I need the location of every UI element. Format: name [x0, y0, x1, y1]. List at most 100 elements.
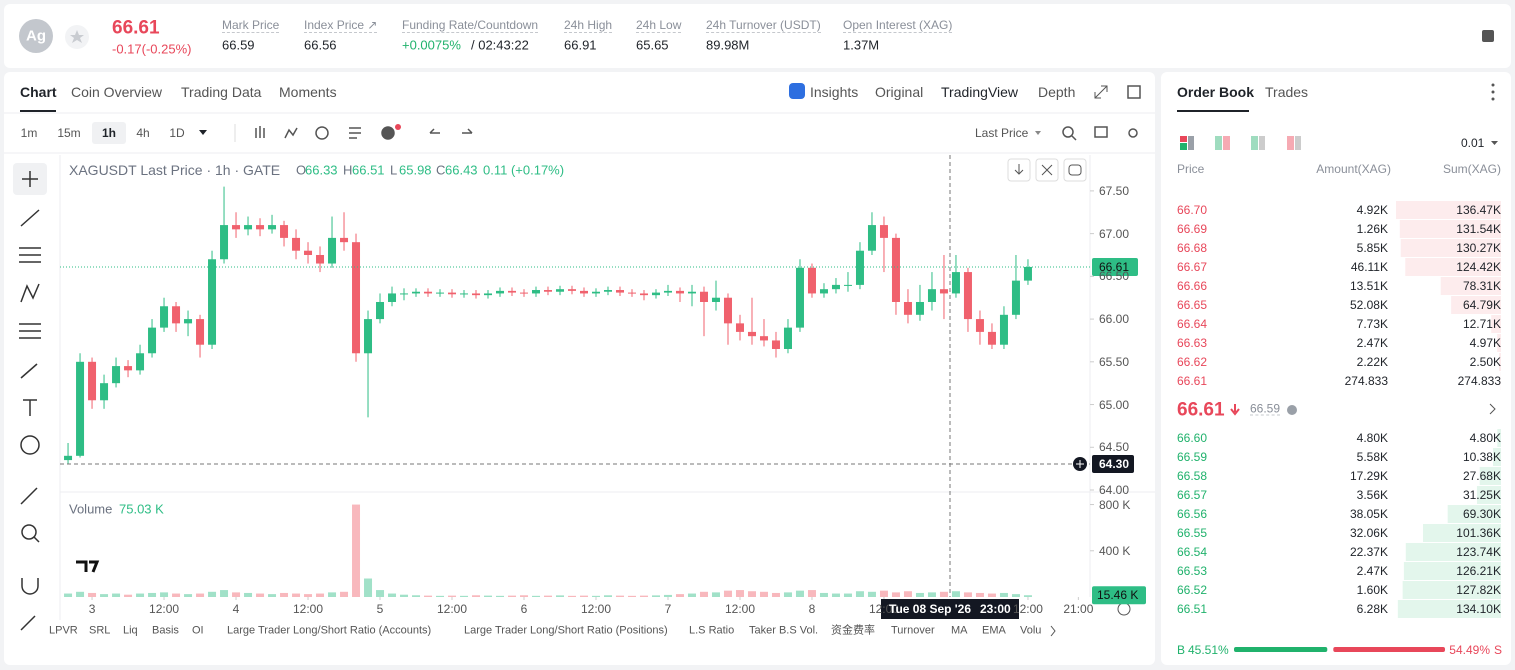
x-tick-label: 12:00 [149, 602, 180, 616]
volume-bar [603, 595, 612, 597]
indicator-tab[interactable]: 资金费率 [831, 624, 875, 637]
candle-body [316, 254, 325, 264]
candle-body [340, 237, 349, 243]
window-icon[interactable] [1127, 85, 1141, 99]
col-sum: Sum(XAG) [1442, 162, 1501, 176]
depth-bar [1405, 543, 1501, 561]
volume-bar [951, 591, 960, 597]
volume-bar [244, 592, 253, 597]
chart-tab[interactable]: Moments [279, 84, 337, 100]
book-amount: 4.80K [1356, 431, 1388, 445]
precision[interactable]: 0.01 [1461, 136, 1485, 150]
candle-body [256, 225, 265, 230]
interval[interactable]: 1D [169, 126, 185, 140]
indicator-tab[interactable]: Turnover [891, 624, 935, 637]
ohlc-label: O [296, 162, 307, 178]
candle-body [568, 289, 577, 291]
dropdown-icon[interactable] [199, 130, 207, 135]
candle-body [556, 289, 565, 292]
indicator-tab[interactable]: MA [951, 624, 968, 637]
layout-icon[interactable] [1482, 30, 1494, 42]
dropdown-icon [1035, 131, 1041, 135]
x-tick-label: 12:00 [436, 602, 468, 616]
x-tick-label: 21:00 [1063, 602, 1094, 616]
y-tick-label: 67.50 [1099, 183, 1130, 198]
coin-symbol: Ag [26, 27, 46, 45]
ohlc-value: 66.43 [445, 162, 478, 178]
insights-icon[interactable] [789, 83, 805, 99]
x-tick-label: 12:00 [293, 602, 324, 616]
volume-bar [843, 593, 852, 597]
indicator-tab[interactable]: Basis [152, 624, 179, 637]
depth-bar [1476, 486, 1501, 504]
indicator-tab[interactable]: Large Trader Long/Short Ratio (Accounts) [227, 624, 432, 637]
sell-label: S [1494, 643, 1503, 657]
candle-body [1023, 266, 1032, 281]
last-price-label: 66.61 [1099, 259, 1130, 274]
stat-value: +0.0075% [402, 37, 461, 53]
buy-label: B [1177, 643, 1186, 657]
view-tab[interactable]: TradingView [941, 84, 1019, 100]
crosshair-hour: 23:00 [980, 602, 1011, 616]
volume-bar [184, 594, 193, 597]
price-source[interactable]: Last Price [975, 126, 1029, 140]
col-price: Price [1177, 162, 1205, 176]
indicator-tab[interactable]: Taker B.S Vol. [749, 624, 819, 637]
candle-body [148, 327, 157, 354]
volume-bar [472, 595, 481, 597]
chart-controls[interactable] [1007, 158, 1131, 637]
candle-body [208, 259, 217, 345]
chart-tab[interactable]: Coin Overview [71, 84, 163, 100]
volume-bar [448, 595, 457, 597]
candle-body [172, 306, 181, 324]
expand-icon[interactable] [1094, 85, 1108, 99]
indicator-tab[interactable]: SRL [89, 624, 111, 637]
view-tab[interactable]: Insights [810, 84, 859, 100]
candle-body [735, 323, 744, 332]
volume-bar [112, 593, 121, 597]
book-sum: 4.80K [1469, 431, 1501, 445]
menu-dot [1491, 97, 1495, 101]
indicator-tab[interactable]: Liq [123, 624, 138, 637]
price-change: -0.17(-0.25%) [112, 41, 192, 57]
view-tab[interactable]: Original [875, 84, 924, 100]
indicator-tab[interactable]: Volu [1020, 624, 1042, 637]
volume-bar [915, 592, 924, 597]
interval[interactable]: 15m [57, 126, 81, 140]
book-layout-icons[interactable] [1180, 136, 1498, 150]
book-price: 66.62 [1177, 355, 1208, 369]
candle-body [544, 290, 553, 292]
book-amount: 1.60K [1356, 583, 1388, 597]
volume-bar [412, 595, 421, 597]
interval[interactable]: 1m [20, 126, 38, 140]
y-tick-label: 66.00 [1099, 312, 1130, 327]
indicator-tab[interactable]: L.S Ratio [689, 624, 735, 637]
book-amount: 22.37K [1349, 545, 1388, 559]
indicator-tab[interactable]: EMA [982, 624, 1006, 637]
volume-bar [400, 594, 409, 597]
chevron[interactable] [1489, 403, 1496, 415]
book-tab[interactable]: Trades [1265, 84, 1309, 100]
toolbar-icons[interactable] [255, 126, 1138, 141]
book-sum: 124.42K [1456, 260, 1501, 274]
view-tab[interactable]: Depth [1038, 84, 1076, 100]
indicator-tab[interactable]: Large Trader Long/Short Ratio (Positions… [464, 624, 668, 637]
volume-bar [208, 591, 217, 597]
book-tab[interactable]: Order Book [1177, 84, 1255, 100]
tradingview-logo [76, 560, 100, 573]
candle-body [987, 331, 996, 345]
book-amount: 52.08K [1349, 298, 1388, 312]
chart-title: XAGUSDT Last Price · 1h · GATE [69, 162, 281, 178]
volume-bar [136, 593, 145, 597]
volume-bar [340, 591, 349, 597]
indicator-tab[interactable]: LPVR [49, 624, 78, 637]
chart-tab[interactable]: Trading Data [181, 84, 262, 100]
volume-bar [148, 592, 157, 597]
indicator-tab[interactable]: OI [192, 624, 204, 637]
interval[interactable]: 4h [136, 126, 150, 140]
chart-tab[interactable]: Chart [20, 84, 57, 100]
interval[interactable]: 1h [101, 126, 117, 140]
drawing-tools[interactable] [19, 171, 41, 631]
menu-dot[interactable] [1491, 83, 1495, 87]
stat-label: Mark Price [222, 18, 280, 33]
